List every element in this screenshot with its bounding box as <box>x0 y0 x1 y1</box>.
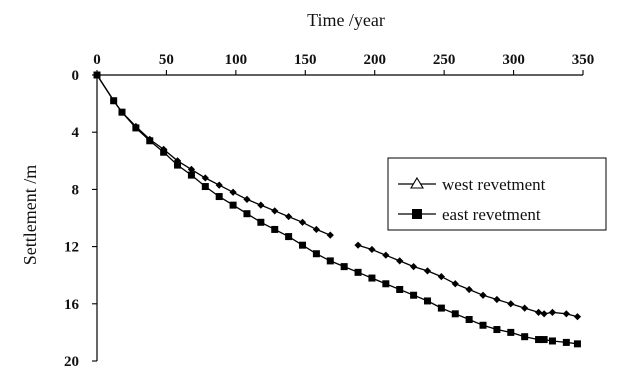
data-point <box>507 300 515 308</box>
data-point <box>110 97 118 105</box>
data-point <box>298 218 307 226</box>
data-point <box>187 165 196 173</box>
data-point <box>354 241 362 249</box>
data-point <box>521 333 529 341</box>
data-point <box>271 207 279 215</box>
legend-item-west: west revetment <box>398 175 546 194</box>
x-ticks: 0 50 100 150 200 250 300 350 <box>93 52 594 75</box>
data-point <box>257 218 265 226</box>
data-point <box>535 336 543 344</box>
data-point <box>409 263 418 271</box>
data-point <box>479 321 487 329</box>
legend-label-west: west revetment <box>442 175 546 194</box>
data-point <box>93 71 101 79</box>
legend-item-east: east revetment <box>398 205 541 224</box>
axes <box>96 74 583 361</box>
data-point <box>354 268 362 276</box>
data-point <box>465 316 473 324</box>
data-point <box>201 174 209 182</box>
y-tick-label: 4 <box>72 125 80 141</box>
data-point <box>368 245 376 254</box>
data-point <box>285 212 293 221</box>
data-point <box>243 210 251 218</box>
data-point <box>132 124 140 132</box>
data-point <box>410 291 418 299</box>
x-tick-label: 150 <box>294 52 317 68</box>
data-point <box>340 263 348 271</box>
y-ticks: 0 4 8 12 16 20 <box>64 68 97 370</box>
legend-marker-east <box>412 209 422 219</box>
y-tick-label: 20 <box>64 354 79 370</box>
y-tick-label: 12 <box>64 240 79 256</box>
data-point <box>382 251 390 259</box>
data-point <box>257 201 265 209</box>
data-point <box>451 280 459 288</box>
series-line <box>357 244 578 318</box>
data-point <box>562 338 570 346</box>
y-tick-label: 8 <box>72 182 80 198</box>
data-point <box>521 304 529 312</box>
data-point <box>423 267 432 275</box>
data-point <box>285 233 293 241</box>
legend-label-east: east revetment <box>442 205 541 224</box>
data-point <box>540 310 548 318</box>
data-point <box>548 337 556 345</box>
data-point <box>271 225 279 233</box>
data-point <box>493 326 501 334</box>
data-point <box>326 257 334 265</box>
data-point <box>396 257 404 265</box>
data-point <box>312 225 320 234</box>
x-tick-label: 250 <box>433 52 456 68</box>
legend-marker-west <box>410 176 424 189</box>
series-layer <box>93 71 582 348</box>
x-tick-label: 300 <box>502 52 525 68</box>
data-point <box>437 304 445 312</box>
data-point <box>118 108 126 116</box>
x-tick-label: 100 <box>225 52 248 68</box>
x-axis-title: Time /year <box>307 10 385 30</box>
data-point <box>326 231 334 239</box>
data-point <box>201 183 209 191</box>
legend-box <box>387 157 607 231</box>
data-point <box>548 308 557 316</box>
data-point <box>215 181 223 189</box>
x-tick-label: 200 <box>363 52 386 68</box>
data-point <box>312 250 320 258</box>
data-point <box>507 328 515 336</box>
data-point <box>146 137 154 145</box>
legend: west revetment east revetment <box>387 157 607 231</box>
data-point <box>465 285 473 294</box>
data-point <box>229 201 237 209</box>
data-point <box>562 310 570 318</box>
data-point <box>423 297 431 305</box>
data-point <box>160 148 168 156</box>
x-tick-label: 0 <box>93 52 101 68</box>
series-east <box>93 71 581 348</box>
data-point <box>573 340 581 348</box>
y-tick-label: 0 <box>72 68 80 84</box>
data-point <box>299 241 307 249</box>
series-line <box>96 74 331 236</box>
data-point <box>534 308 543 316</box>
data-point <box>229 188 237 196</box>
x-tick-label: 50 <box>159 52 174 68</box>
data-point <box>493 295 501 304</box>
data-point <box>479 291 487 299</box>
data-point <box>573 313 582 321</box>
data-point <box>215 193 223 201</box>
data-point <box>382 280 390 288</box>
y-tick-label: 16 <box>64 297 80 313</box>
data-point <box>396 286 404 293</box>
data-point <box>187 171 195 179</box>
data-point <box>174 161 182 169</box>
data-point <box>368 274 376 282</box>
data-point <box>451 310 459 318</box>
y-axis-title: Settlement /m <box>20 165 40 266</box>
data-point <box>540 336 548 344</box>
data-point <box>437 273 445 281</box>
data-point <box>243 195 251 204</box>
x-tick-label: 350 <box>572 52 595 68</box>
